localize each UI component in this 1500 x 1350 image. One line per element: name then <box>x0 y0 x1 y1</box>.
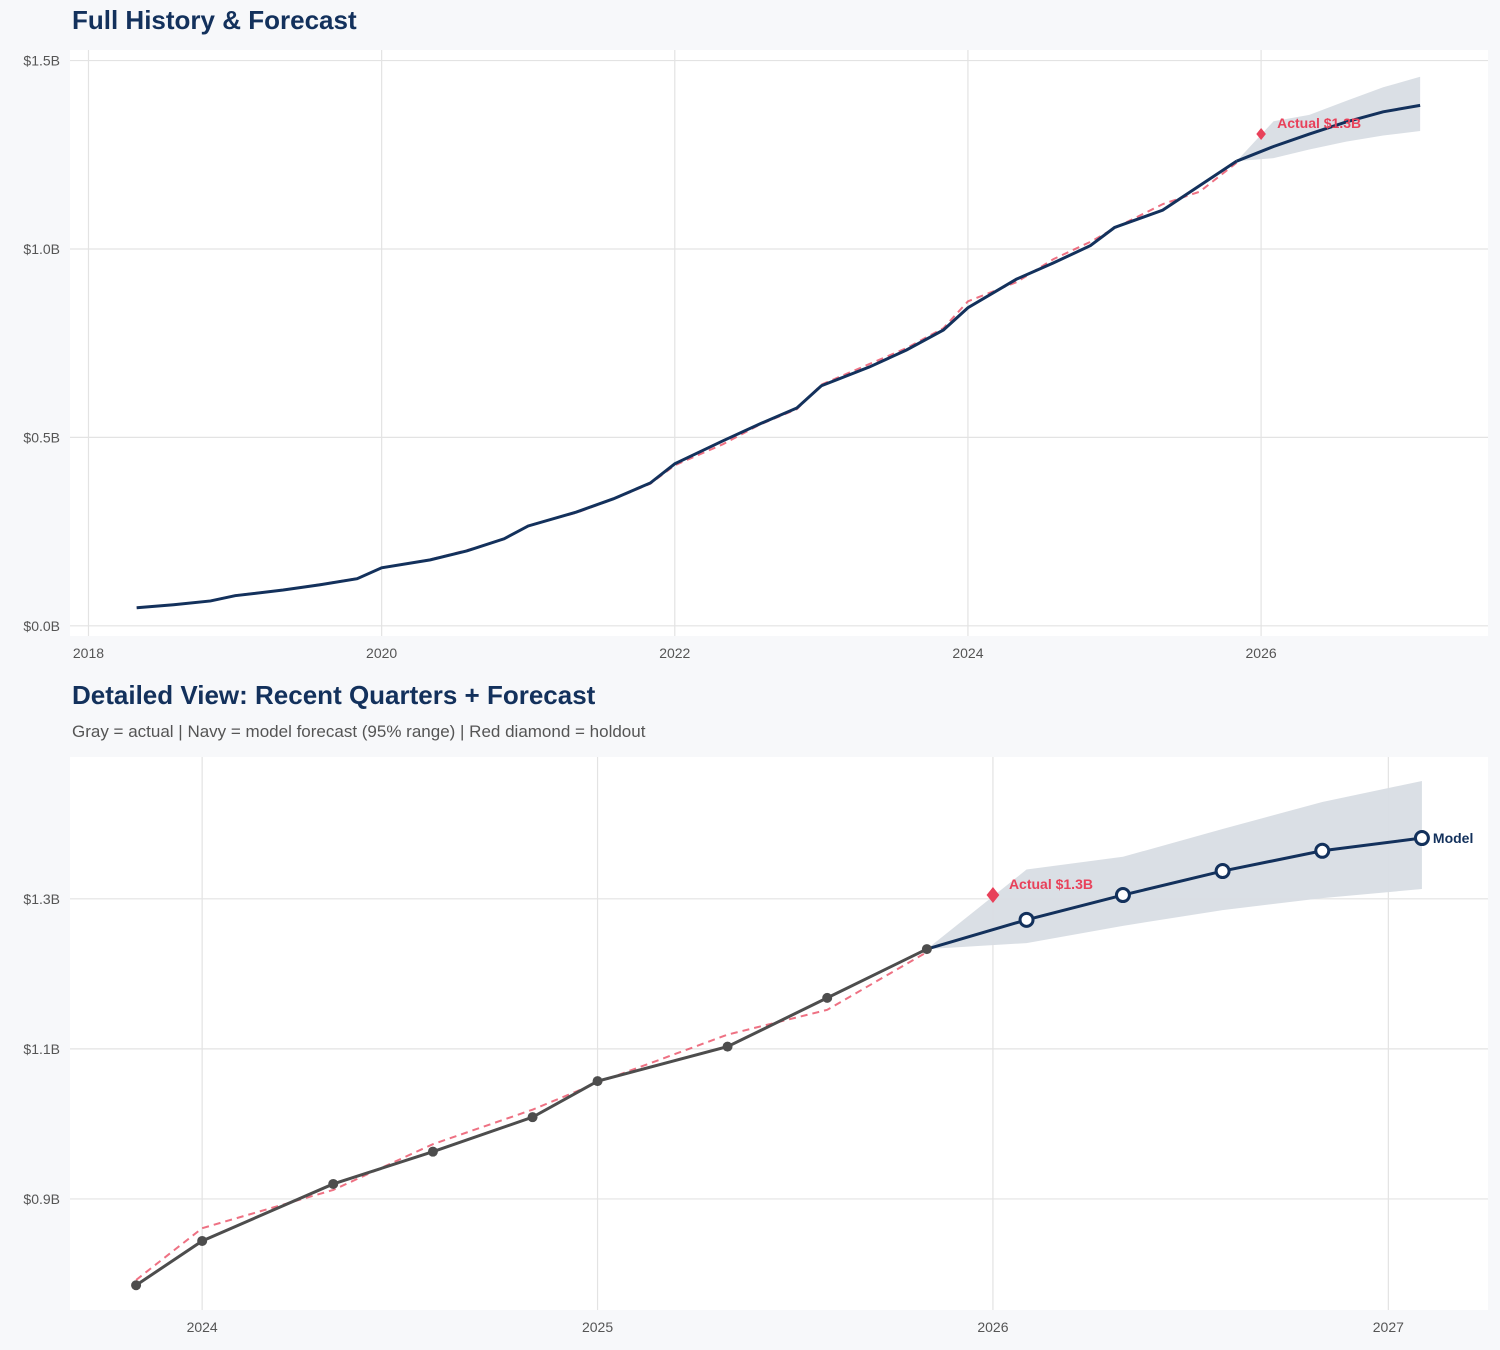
y-tick-label: $1.0B <box>23 241 60 257</box>
x-tick-label: 2024 <box>187 1319 218 1335</box>
forecast-line <box>1236 103 1421 163</box>
y-tick-label: $1.1B <box>23 1041 60 1057</box>
fitted-line <box>135 951 928 1281</box>
holdout-label: Actual $1.3B <box>1277 115 1361 131</box>
actual-line <box>136 159 1238 610</box>
forecast-95-band <box>1236 76 1421 162</box>
forecast-point <box>1413 830 1430 847</box>
bottom-chart-title: Detailed View: Recent Quarters + Forecas… <box>72 680 596 710</box>
holdout-label: Actual $1.3B <box>1009 876 1093 892</box>
actual-point <box>592 1076 603 1087</box>
forecast-point <box>1114 887 1131 904</box>
y-tick-label: $0.9B <box>23 1191 60 1207</box>
model-label: Model <box>1433 830 1473 846</box>
forecast-point <box>1314 842 1331 859</box>
holdout-diamond <box>1256 128 1266 141</box>
forecast-line <box>926 836 1423 951</box>
x-tick-label: 2026 <box>1246 645 1277 661</box>
x-tick-label: 2027 <box>1373 1319 1404 1335</box>
actual-point <box>197 1235 208 1246</box>
x-tick-label: 2022 <box>659 645 690 661</box>
forecast-point <box>1018 911 1035 928</box>
bottom-chart: $0.9B $1.1B $1.3B 2024 2025 2026 2027 Model Actu… <box>23 757 1488 1335</box>
actual-point <box>131 1280 142 1291</box>
top-chart: $0.0B $0.5B $1.0B $1.5B 2018 2020 2022 2024 2026… <box>23 50 1488 661</box>
y-tick-label: $1.3B <box>23 891 60 907</box>
actual-point <box>921 944 932 955</box>
forecast-point <box>1214 863 1231 880</box>
x-tick-label: 2025 <box>582 1319 613 1335</box>
x-tick-label: 2018 <box>73 645 104 661</box>
x-tick-label: 2020 <box>366 645 397 661</box>
actual-point <box>328 1178 339 1189</box>
actual-point <box>427 1146 438 1157</box>
x-tick-label: 2026 <box>977 1319 1008 1335</box>
x-tick-label: 2024 <box>952 645 983 661</box>
y-tick-label: $0.0B <box>23 618 60 634</box>
actual-point <box>822 992 833 1003</box>
forecast-95-band <box>926 781 1422 950</box>
bottom-chart-subtitle: Gray = actual | Navy = model forecast (9… <box>72 722 646 741</box>
actual-point <box>527 1112 538 1123</box>
y-tick-label: $0.5B <box>23 429 60 445</box>
actual-point <box>722 1041 733 1052</box>
top-chart-title: Full History & Forecast <box>72 5 357 35</box>
y-tick-label: $1.5B <box>23 53 60 69</box>
holdout-diamond <box>986 887 1000 904</box>
